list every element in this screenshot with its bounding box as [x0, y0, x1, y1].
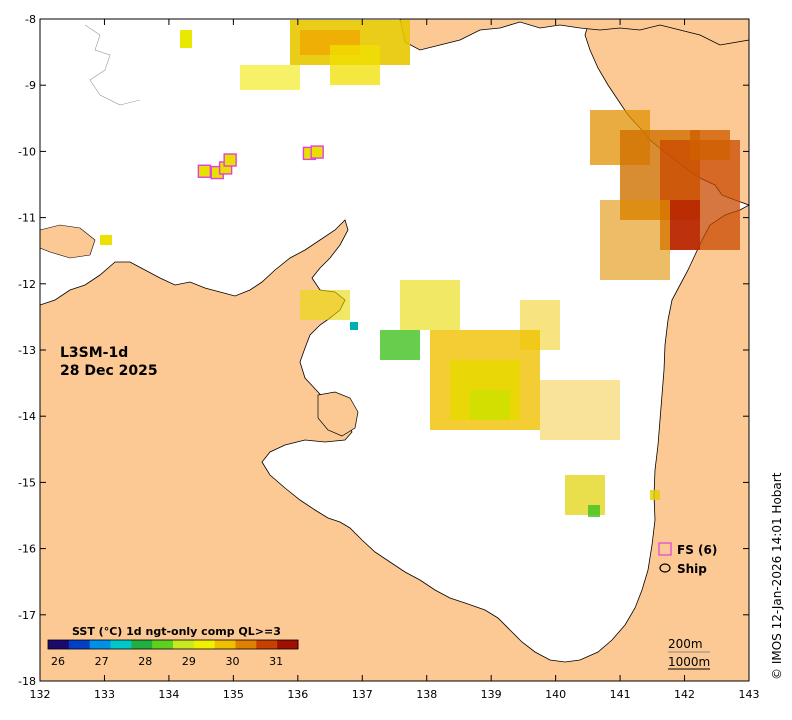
lat-tick-label: -14: [18, 410, 36, 423]
longitude-axis: 132 133 134 135 136 137 138 139 140 141 142 143: [30, 19, 760, 701]
lon-tick-label: 133: [94, 688, 115, 701]
colorbar-segment: [131, 640, 153, 649]
colorbar-segment: [256, 640, 278, 649]
lon-tick-label: 139: [481, 688, 502, 701]
ship-legend-label: Ship: [677, 562, 707, 576]
fs-marker[interactable]: [223, 153, 237, 167]
lat-tick-label: -8: [25, 13, 36, 26]
fs-marker[interactable]: [197, 164, 212, 178]
lon-tick-label: 140: [545, 688, 566, 701]
fs-marker[interactable]: [310, 145, 324, 159]
lon-tick-label: 132: [30, 688, 51, 701]
colorbar-tick-label: 27: [95, 655, 109, 668]
colorbar-segment: [89, 640, 111, 649]
colorbar-segment: [152, 640, 174, 649]
land-groote-eylandt: [317, 391, 359, 437]
colorbar-segment: [277, 640, 299, 649]
lat-tick-label: -18: [18, 675, 36, 688]
lat-tick-label: -16: [18, 543, 36, 556]
colorbar-segment: [48, 640, 70, 649]
lon-tick-label: 134: [158, 688, 179, 701]
lat-tick-label: -17: [18, 609, 36, 622]
lon-tick-label: 136: [287, 688, 308, 701]
bathymetry-200m-contour: [84, 24, 141, 106]
colorbar-segment: [193, 640, 216, 649]
lon-tick-label: 138: [416, 688, 437, 701]
colorbar-segment: [68, 640, 91, 649]
lat-tick-label: -15: [18, 476, 36, 489]
colorbar-tick-label: 28: [138, 655, 152, 668]
fs-legend-icon: [658, 542, 672, 556]
product-label: L3SM-1d: [60, 345, 128, 361]
colorbar-tick-label: 31: [269, 655, 283, 668]
colorbar-segment: [235, 640, 257, 649]
lat-tick-label: -9: [25, 79, 36, 92]
lat-tick-label: -11: [18, 212, 36, 225]
date-label: 28 Dec 2025: [60, 363, 158, 379]
colorbar-tick-label: 26: [51, 655, 65, 668]
contour-1000m-label: 1000m: [668, 655, 710, 669]
colorbar-frame: [47, 639, 299, 650]
colorbar: 26 27 28 29 30 31: [47, 639, 299, 668]
sst-pixels: [100, 20, 740, 517]
lon-tick-label: 142: [674, 688, 695, 701]
lat-tick-label: -10: [18, 145, 36, 158]
lon-tick-label: 137: [352, 688, 373, 701]
colorbar-segment: [173, 640, 195, 649]
contour-200m-label: 200m: [668, 637, 703, 651]
fs-marker-layer: [197, 145, 324, 180]
lon-tick-label: 135: [223, 688, 244, 701]
colorbar-tick-label: 30: [226, 655, 240, 668]
colorbar-tick-label: 29: [182, 655, 196, 668]
lat-tick-label: -13: [18, 344, 36, 357]
latitude-axis: -8 -9 -10 -11 -12 -13 -14 -15 -16 -17 -18: [18, 13, 749, 688]
ship-legend-icon: [659, 563, 671, 573]
credit-text: © IMOS 12-Jan-2026 14:01 Hobart: [770, 472, 784, 680]
land-new-guinea: [399, 18, 750, 51]
colorbar-title: SST (°C) 1d ngt-only comp QL>=3: [72, 625, 281, 638]
lat-tick-label: -12: [18, 278, 36, 291]
land-northern-territory: [39, 204, 750, 682]
land-small-islands: [39, 224, 96, 259]
fs-legend-label: FS (6): [677, 543, 717, 557]
lon-tick-label: 143: [739, 688, 760, 701]
colorbar-segment: [110, 640, 132, 649]
lon-tick-label: 141: [610, 688, 631, 701]
colorbar-segment: [214, 640, 236, 649]
